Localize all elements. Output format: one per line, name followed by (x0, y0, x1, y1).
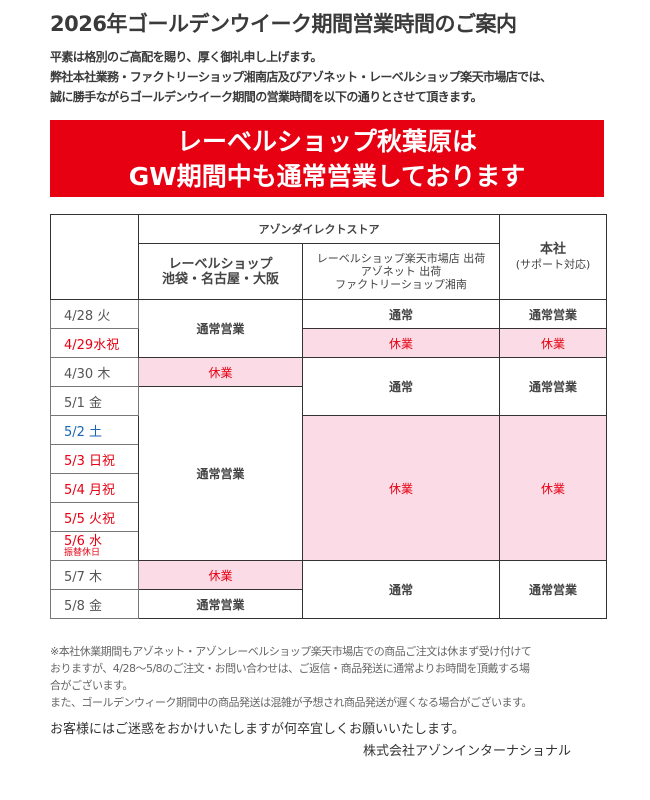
notes: ※本社休業期間もアゾネット・アゾンレーベルショップ楽天市場店での商品ご注文は休ま… (50, 643, 532, 711)
header-text: 池袋・名古屋・大阪 (161, 271, 279, 287)
status-cell: 通常 (302, 560, 500, 619)
corner-cell (50, 214, 139, 300)
status-cell: 休業 (499, 415, 607, 561)
status-cell: 通常営業 (499, 299, 607, 329)
status-cell: 休業 (499, 328, 607, 358)
intro-line: 誠に勝手ながらゴールデンウイーク期間の営業時間を以下の通りとさせて頂きます。 (50, 90, 483, 104)
date-cell: 5/6 水振替休日 (50, 531, 139, 561)
group-header: アゾンダイレクトストア (138, 214, 500, 244)
status-cell: 休業 (138, 560, 303, 590)
banner-line: GW期間中も通常営業しております (128, 162, 526, 191)
status-cell: 休業 (302, 328, 500, 358)
intro-text: 平素は格別のご高配を賜り、厚く御礼申し上げます。 弊社本社業務・ファクトリーショ… (50, 47, 552, 107)
col1-header: レーベルショップ 池袋・名古屋・大阪 (138, 243, 303, 300)
schedule-table: アゾンダイレクトストア 本社 (サポート対応) レーベルショップ 池袋・名古屋・大阪… (50, 214, 607, 619)
header-text: レーベルショップ楽天市場店 出荷 (316, 252, 486, 265)
page-title: 2026年ゴールデンウイーク期間営業時間のご案内 (50, 12, 517, 36)
date-cell: 4/28 火 (50, 299, 139, 329)
status-cell: 通常営業 (138, 299, 303, 358)
col2-header: レーベルショップ楽天市場店 出荷 アゾネット 出荷 ファクトリーショップ湘南 (302, 243, 500, 300)
intro-line: 平素は格別のご高配を賜り、厚く御礼申し上げます。 (50, 50, 323, 64)
status-cell: 通常 (302, 357, 500, 416)
note-line: おりますが、4/28～5/8のご注文・お問い合わせは、ご返信・商品発送に通常より… (50, 662, 530, 675)
header-text: レーベルショップ (168, 256, 273, 272)
status-cell: 通常 (302, 299, 500, 329)
date-cell: 5/7 木 (50, 560, 139, 590)
date-cell: 5/3 日祝 (50, 444, 139, 474)
date-cell: 5/4 月祝 (50, 473, 139, 503)
note-line: また、ゴールデンウィーク期間中の商品発送は混雑が予想され商品発送が遅くなる場合が… (50, 696, 532, 709)
date-text: 5/6 水 (64, 533, 103, 549)
status-cell: 通常営業 (499, 357, 607, 416)
closing-text: お客様にはご迷惑をおかけいたしますが何卒宜しくお願いいたします。 (50, 722, 465, 737)
date-cell: 5/1 金 (50, 386, 139, 416)
status-cell: 通常営業 (138, 589, 303, 619)
date-cell: 5/8 金 (50, 589, 139, 619)
status-cell: 通常営業 (499, 560, 607, 619)
intro-line: 弊社本社業務・ファクトリーショップ湘南店及びアゾネット・レーベルショップ楽天市場… (50, 70, 552, 84)
akihabara-banner: レーベルショップ秋葉原は GW期間中も通常営業しております (50, 120, 604, 197)
header-text: 本社 (539, 242, 566, 257)
date-cell: 5/2 土 (50, 415, 139, 445)
note-line: 合がございます。 (50, 679, 133, 692)
status-cell: 休業 (138, 357, 303, 387)
header-subtext: (サポート対応) (515, 258, 591, 271)
date-cell: 4/30 木 (50, 357, 139, 387)
date-cell: 4/29水祝 (50, 328, 139, 358)
header-text: アゾネット 出荷 (360, 265, 442, 278)
note-line: ※本社休業期間もアゾネット・アゾンレーベルショップ楽天市場店での商品ご注文は休ま… (50, 645, 532, 658)
status-cell: 通常営業 (138, 386, 303, 561)
status-cell: 休業 (302, 415, 500, 561)
banner-line: レーベルショップ秋葉原は (176, 127, 477, 156)
col3-header: 本社 (サポート対応) (499, 214, 607, 300)
company-name: 株式会社アゾンインターナショナル (363, 744, 572, 759)
date-cell: 5/5 火祝 (50, 502, 139, 532)
header-text: ファクトリーショップ湘南 (335, 278, 467, 291)
date-note: 振替休日 (64, 547, 101, 558)
